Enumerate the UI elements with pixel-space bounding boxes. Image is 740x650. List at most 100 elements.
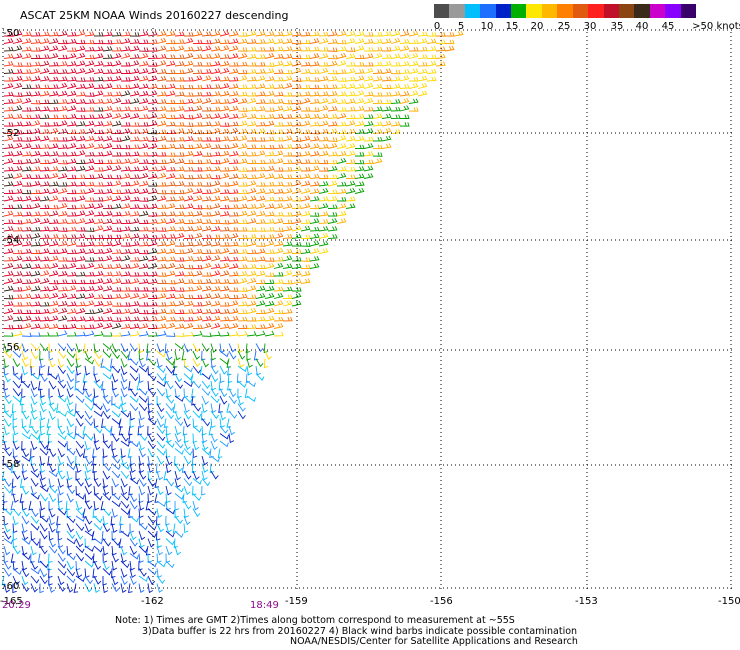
wind-barb	[120, 388, 128, 398]
wind-barb	[300, 187, 311, 194]
wind-barb	[156, 418, 165, 428]
wind-barb	[237, 84, 248, 89]
wind-barb	[228, 300, 239, 307]
wind-barb	[183, 46, 194, 52]
wind-barb	[102, 433, 108, 444]
wind-barb	[138, 523, 148, 531]
wind-barb	[300, 142, 311, 149]
wind-barb	[319, 62, 329, 67]
wind-barb	[399, 60, 410, 67]
wind-barb	[111, 553, 119, 563]
wind-barb	[3, 53, 14, 59]
wind-barb	[111, 293, 122, 299]
wind-barb	[129, 395, 139, 403]
wind-barb	[21, 332, 32, 337]
wind-barb	[66, 508, 72, 519]
wind-barb	[255, 309, 266, 315]
wind-barb	[300, 97, 311, 104]
wind-barb	[273, 240, 284, 247]
wind-barb	[111, 418, 121, 425]
wind-barb	[201, 308, 212, 314]
wind-barb	[165, 523, 172, 533]
wind-barb	[264, 120, 275, 127]
wind-barb	[318, 196, 329, 202]
wind-barb	[345, 166, 356, 172]
wind-barb	[264, 62, 275, 67]
wind-barb	[201, 478, 211, 487]
wind-barb	[111, 538, 121, 546]
wind-barb	[66, 350, 76, 359]
wind-barb	[165, 448, 171, 459]
wind-barb	[30, 226, 41, 232]
wind-barb	[129, 272, 140, 277]
wind-barb	[174, 343, 184, 350]
wind-barb	[219, 433, 229, 440]
wind-barb	[183, 128, 194, 134]
wind-barb	[237, 380, 247, 388]
wind-barb	[372, 75, 383, 82]
wind-barb	[66, 121, 77, 127]
wind-barb	[282, 144, 293, 149]
wind-barb	[228, 189, 239, 194]
wind-barb	[21, 279, 32, 284]
wind-barb	[147, 448, 156, 458]
wind-barb	[156, 105, 167, 112]
wind-barb	[210, 331, 221, 337]
wind-barb	[21, 107, 32, 112]
wind-barb	[120, 31, 131, 37]
wind-barb	[192, 91, 203, 97]
wind-barb	[192, 98, 203, 104]
wind-barb	[183, 84, 194, 90]
lon-label-162: -162	[141, 596, 164, 607]
wind-barb	[46, 418, 52, 428]
wind-barb	[165, 403, 175, 412]
wind-barb	[183, 294, 194, 300]
wind-barb	[47, 455, 52, 466]
wind-barb	[75, 508, 85, 516]
wind-barb	[219, 247, 230, 254]
wind-barb	[12, 508, 22, 517]
wind-barb	[12, 255, 23, 262]
wind-barb	[282, 233, 293, 239]
wind-barb	[48, 226, 59, 232]
wind-barb	[219, 331, 230, 337]
wind-barb	[247, 159, 257, 164]
wind-barb	[327, 113, 338, 119]
wind-barb	[48, 403, 57, 412]
wind-barb	[156, 53, 167, 59]
wind-barb	[255, 256, 266, 262]
wind-barb	[246, 106, 257, 112]
wind-barb	[192, 403, 201, 412]
wind-barb	[130, 287, 140, 292]
wind-barb	[48, 285, 59, 292]
wind-barb	[120, 46, 131, 52]
wind-barb	[327, 128, 338, 134]
wind-barb	[345, 91, 356, 97]
legend-label-15: 15	[505, 21, 519, 32]
wind-barb	[237, 249, 248, 254]
wind-barb	[84, 181, 95, 187]
wind-barb	[201, 107, 212, 112]
wind-barb	[291, 121, 302, 127]
wind-barb	[174, 293, 185, 299]
wind-barb	[363, 106, 374, 112]
wind-barb	[30, 508, 39, 518]
wind-barb	[273, 113, 284, 119]
wind-barb	[201, 455, 208, 466]
wind-barb	[147, 62, 158, 67]
wind-barb	[138, 470, 147, 480]
wind-barb	[309, 121, 320, 127]
wind-barb	[138, 358, 146, 368]
wind-barb	[237, 61, 248, 67]
wind-barb	[247, 317, 257, 322]
wind-barb	[174, 174, 185, 179]
wind-barb	[147, 227, 158, 232]
wind-barb	[57, 380, 67, 389]
wind-barb	[93, 322, 104, 329]
wind-barb	[264, 46, 275, 52]
wind-barb	[120, 188, 131, 194]
wind-barb	[66, 343, 75, 352]
wind-barb	[102, 388, 109, 399]
wind-barb	[184, 144, 194, 149]
wind-barb	[336, 157, 347, 164]
